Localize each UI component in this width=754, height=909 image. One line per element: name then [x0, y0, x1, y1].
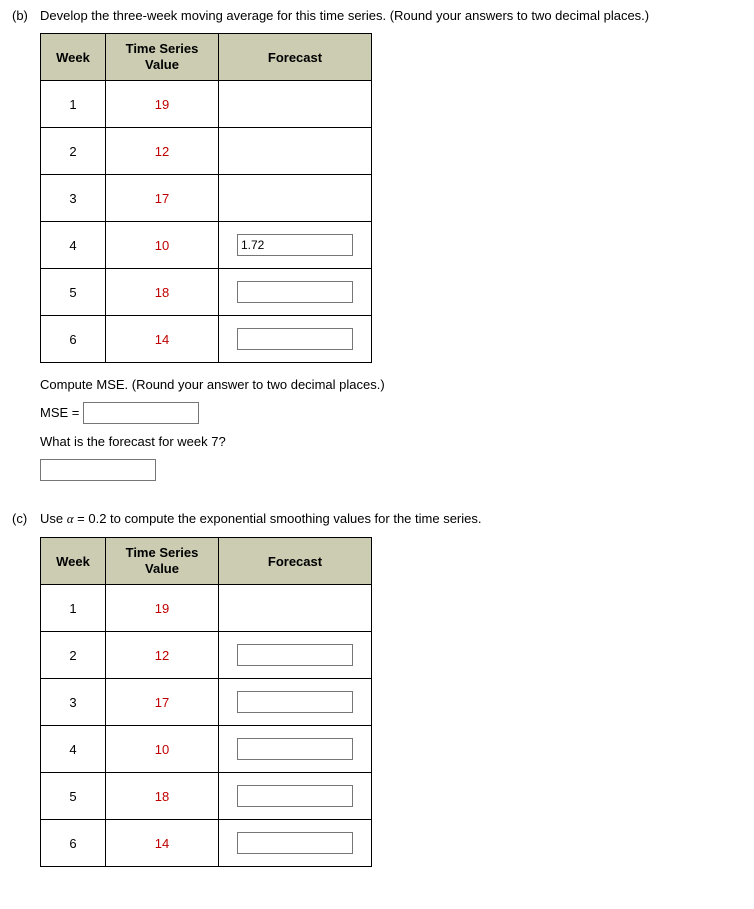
part-c-label: (c): [12, 511, 40, 881]
table-row: 317: [41, 679, 372, 726]
value-cell: 17: [106, 175, 219, 222]
part-b-prompt: Develop the three-week moving average fo…: [40, 8, 742, 23]
part-c: (c) Use α = 0.2 to compute the exponenti…: [12, 511, 742, 881]
week-cell: 3: [41, 175, 106, 222]
week-cell: 6: [41, 820, 106, 867]
mse-input[interactable]: [83, 402, 199, 424]
forecast-input[interactable]: [237, 691, 353, 713]
forecast-cell: [219, 128, 372, 175]
table-row: 119: [41, 585, 372, 632]
week-cell: 4: [41, 222, 106, 269]
forecast-cell: [219, 81, 372, 128]
week-cell: 1: [41, 585, 106, 632]
forecast-cell: [219, 269, 372, 316]
table-row: 518: [41, 773, 372, 820]
value-cell: 14: [106, 316, 219, 363]
part-c-prompt-pre: Use: [40, 511, 67, 526]
mse-prompt: Compute MSE. (Round your answer to two d…: [40, 377, 742, 392]
week-cell: 6: [41, 316, 106, 363]
table-row: 614: [41, 316, 372, 363]
week7-row: [40, 459, 742, 481]
forecast-input[interactable]: [237, 738, 353, 760]
mse-row: MSE =: [40, 402, 742, 424]
table-row: 410: [41, 222, 372, 269]
col-header-forecast-c: Forecast: [219, 538, 372, 585]
week7-input[interactable]: [40, 459, 156, 481]
week-cell: 5: [41, 773, 106, 820]
forecast-cell: [219, 585, 372, 632]
col-header-week-c: Week: [41, 538, 106, 585]
forecast-input[interactable]: [237, 328, 353, 350]
table-row: 212: [41, 632, 372, 679]
forecast-input[interactable]: [237, 785, 353, 807]
forecast-cell: [219, 726, 372, 773]
alpha-symbol: α: [67, 511, 74, 526]
forecast-cell: [219, 820, 372, 867]
part-b-label: (b): [12, 8, 40, 491]
forecast-input[interactable]: [237, 832, 353, 854]
part-c-body: Use α = 0.2 to compute the exponential s…: [40, 511, 742, 881]
table-row: 614: [41, 820, 372, 867]
forecast-cell: [219, 773, 372, 820]
col-header-value: Time Series Value: [106, 34, 219, 81]
table-row: 119: [41, 81, 372, 128]
value-cell: 14: [106, 820, 219, 867]
col-header-forecast: Forecast: [219, 34, 372, 81]
table-row: 518: [41, 269, 372, 316]
part-c-prompt: Use α = 0.2 to compute the exponential s…: [40, 511, 742, 527]
week-cell: 5: [41, 269, 106, 316]
value-cell: 19: [106, 81, 219, 128]
week7-prompt: What is the forecast for week 7?: [40, 434, 742, 449]
value-cell: 10: [106, 726, 219, 773]
col-header-value-c: Time Series Value: [106, 538, 219, 585]
forecast-cell: [219, 316, 372, 363]
value-cell: 12: [106, 632, 219, 679]
value-cell: 19: [106, 585, 219, 632]
part-b-table: Week Time Series Value Forecast 11921231…: [40, 33, 372, 363]
mse-label: MSE =: [40, 405, 79, 420]
part-b: (b) Develop the three-week moving averag…: [12, 8, 742, 491]
part-b-body: Develop the three-week moving average fo…: [40, 8, 742, 491]
week-cell: 3: [41, 679, 106, 726]
table-row: 317: [41, 175, 372, 222]
forecast-input[interactable]: [237, 281, 353, 303]
forecast-input[interactable]: [237, 644, 353, 666]
table-row: 212: [41, 128, 372, 175]
value-cell: 18: [106, 773, 219, 820]
week-cell: 1: [41, 81, 106, 128]
part-c-table: Week Time Series Value Forecast 11921231…: [40, 537, 372, 867]
col-header-week: Week: [41, 34, 106, 81]
week-cell: 2: [41, 128, 106, 175]
value-cell: 17: [106, 679, 219, 726]
forecast-cell: [219, 175, 372, 222]
week-cell: 2: [41, 632, 106, 679]
forecast-cell: [219, 632, 372, 679]
value-cell: 10: [106, 222, 219, 269]
part-c-tbody: 119212317410518614: [41, 585, 372, 867]
part-c-prompt-post: = 0.2 to compute the exponential smoothi…: [74, 511, 482, 526]
week-cell: 4: [41, 726, 106, 773]
forecast-input[interactable]: [237, 234, 353, 256]
value-cell: 12: [106, 128, 219, 175]
value-cell: 18: [106, 269, 219, 316]
table-row: 410: [41, 726, 372, 773]
part-b-tbody: 119212317410518614: [41, 81, 372, 363]
forecast-cell: [219, 222, 372, 269]
forecast-cell: [219, 679, 372, 726]
